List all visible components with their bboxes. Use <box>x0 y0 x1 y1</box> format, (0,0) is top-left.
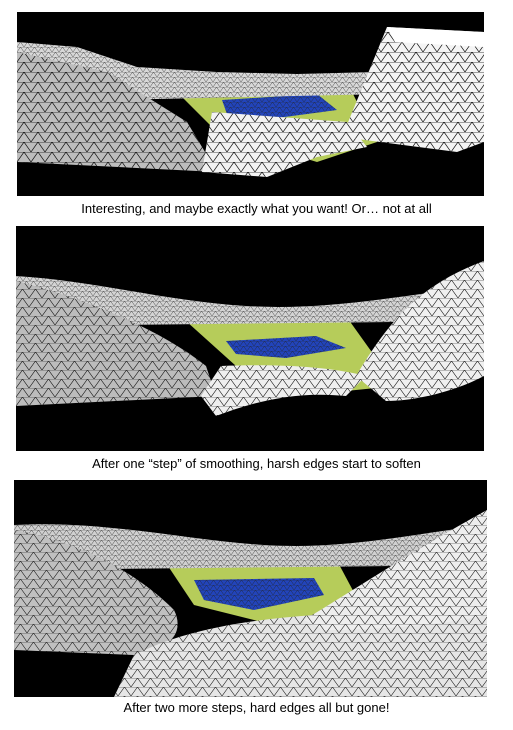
wireframe-terrain-image <box>14 480 487 697</box>
figure-caption: After one “step” of smoothing, harsh edg… <box>0 456 513 471</box>
figure-caption: Interesting, and maybe exactly what you … <box>0 201 513 216</box>
terrain-render-harsh <box>17 12 484 196</box>
terrain-render-smoothed-once <box>16 226 484 451</box>
wireframe-terrain-image <box>17 12 484 196</box>
wireframe-terrain-image <box>16 226 484 451</box>
figure-caption: After two more steps, hard edges all but… <box>0 700 513 715</box>
terrain-render-smoothed-three <box>14 480 487 697</box>
